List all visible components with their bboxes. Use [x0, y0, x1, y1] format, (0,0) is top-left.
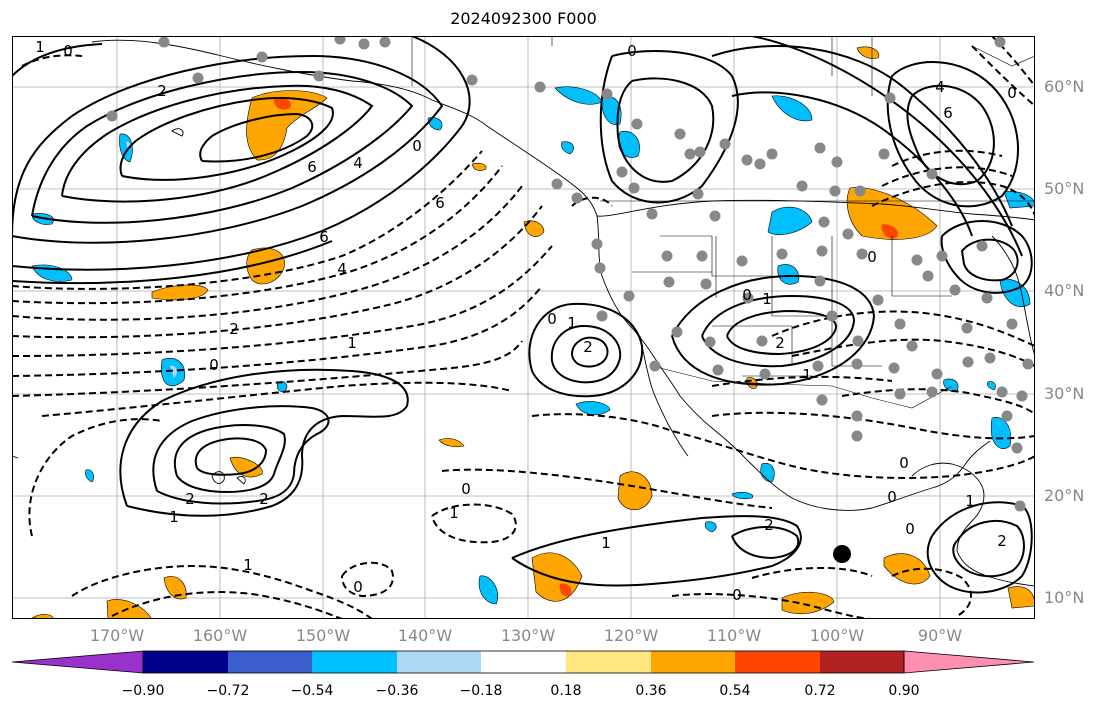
lon-label: 170°W — [89, 626, 145, 645]
map-title: 2024092300 F000 — [450, 9, 597, 28]
contour-label: 0 — [742, 286, 752, 304]
lon-label: 110°W — [706, 626, 762, 645]
colorbar-bin — [397, 651, 481, 673]
colorbar-tick-label: 0.72 — [804, 683, 836, 699]
contour-label: 0 — [1007, 84, 1017, 102]
lon-label: 150°W — [295, 626, 351, 645]
borders — [411, 36, 1035, 409]
lat-label: 40°N — [1044, 281, 1085, 300]
positive-anomaly-patches — [30, 46, 1035, 619]
contour-label: 1 — [347, 334, 357, 352]
contour-label: 4 — [353, 154, 363, 172]
negative-anomaly-patches — [31, 86, 1035, 605]
contour-label: 6 — [943, 104, 953, 122]
colorbar-tick-label: −0.18 — [459, 683, 503, 699]
contour-label: 1 — [802, 366, 812, 384]
contour-label: 2 — [764, 516, 774, 534]
contour-label: 0 — [547, 310, 557, 328]
lon-label: 120°W — [603, 626, 659, 645]
contour-label: 1 — [169, 508, 179, 526]
contour-label: 1 — [762, 290, 772, 308]
colorbar-tick-label: 0.90 — [888, 683, 920, 699]
contour-label: 1 — [965, 492, 975, 510]
contour-label: 6 — [435, 194, 445, 212]
contour-label: 0 — [905, 520, 915, 538]
contour-label: 0 — [867, 248, 877, 266]
colorbar-max-arrow — [903, 650, 1035, 674]
contour-label: 2 — [229, 320, 239, 338]
colorbar-bin — [566, 651, 651, 673]
contour-label: 1 — [601, 534, 611, 552]
colorbar-bin — [735, 651, 820, 673]
lat-label: 10°N — [1044, 588, 1085, 607]
coastlines — [12, 39, 1035, 587]
colorbar-bin — [481, 651, 566, 673]
colorbar-tick-label: 0.54 — [719, 683, 751, 699]
contour-label: 2 — [259, 490, 269, 508]
contour-label: 4 — [337, 260, 347, 278]
lat-label: 50°N — [1044, 179, 1085, 198]
contour-label: 2 — [997, 532, 1007, 550]
contour-label: 0 — [461, 480, 471, 498]
positive-contours — [12, 36, 1033, 594]
contour-label: 4 — [935, 78, 945, 96]
colorbar — [12, 650, 1035, 674]
colorbar-tick-label: 0.36 — [635, 683, 667, 699]
contour-label: 0 — [353, 578, 363, 596]
marker-dot — [833, 545, 851, 563]
lon-label: 100°W — [809, 626, 865, 645]
colorbar-bin — [820, 651, 904, 673]
contour-labels: 1 0 2 4 6 6 0 0 6 4 2 0 1 0 1 2 0 0 1 2 … — [35, 38, 1017, 604]
negative-contours — [12, 36, 1035, 619]
contour-label: 1 — [243, 556, 253, 574]
colorbar-tick-label: −0.72 — [206, 683, 250, 699]
colorbar-tick-label: −0.90 — [121, 683, 165, 699]
contour-label: 0 — [627, 42, 637, 60]
contour-label: 2 — [157, 82, 167, 100]
lon-label: 140°W — [397, 626, 453, 645]
lat-label: 60°N — [1044, 77, 1085, 96]
lat-label: 20°N — [1044, 486, 1085, 505]
contour-label: 0 — [63, 42, 73, 60]
contour-label: 0 — [887, 488, 897, 506]
station-dots — [106, 36, 1034, 512]
map-plot: 1 0 2 4 6 6 0 0 6 4 2 0 1 0 1 2 0 0 1 2 … — [12, 36, 1035, 619]
lat-label: 30°N — [1044, 384, 1085, 403]
colorbar-min-arrow — [12, 650, 144, 674]
contour-label: 0 — [899, 454, 909, 472]
contour-label: 2 — [185, 490, 195, 508]
contour-label: 0 — [209, 356, 219, 374]
colorbar-bin — [228, 651, 312, 673]
colorbar-tick-label: −0.54 — [290, 683, 334, 699]
lon-label: 130°W — [500, 626, 556, 645]
contour-label: 6 — [307, 158, 317, 176]
strong-positive-anomaly-patches — [274, 98, 899, 597]
colorbar-tick-label: 0.18 — [550, 683, 582, 699]
contour-label: 2 — [583, 338, 593, 356]
contour-label: 0 — [412, 137, 422, 155]
colorbar-bin — [143, 651, 228, 673]
contour-label: 1 — [449, 504, 459, 522]
contour-label: 0 — [732, 586, 742, 604]
contour-label: 6 — [319, 228, 329, 246]
lon-label: 90°W — [917, 626, 963, 645]
colorbar-bin — [651, 651, 735, 673]
contour-label: 2 — [775, 334, 785, 352]
lon-label: 160°W — [192, 626, 248, 645]
contour-label: 1 — [567, 314, 577, 332]
contour-label: 1 — [35, 38, 45, 56]
colorbar-tick-label: −0.36 — [375, 683, 419, 699]
colorbar-bin — [312, 651, 397, 673]
